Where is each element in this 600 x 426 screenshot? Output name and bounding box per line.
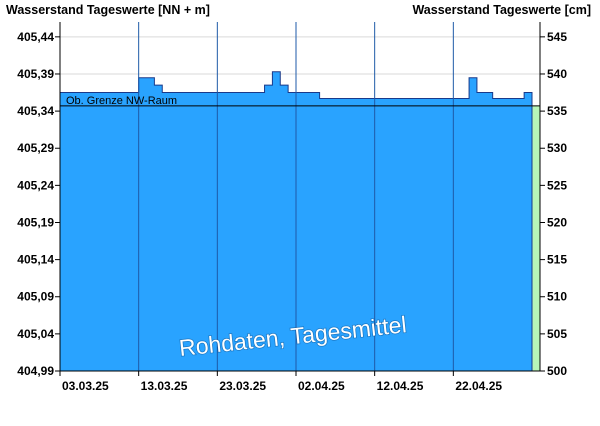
left-tick-label-2: 405,34 bbox=[17, 104, 54, 118]
right-tick-label-0: 545 bbox=[547, 30, 567, 44]
left-tick-label-8: 405,04 bbox=[17, 327, 54, 341]
right-tick-label-2: 535 bbox=[547, 104, 567, 118]
left-tick-label-5: 405,19 bbox=[17, 215, 54, 229]
left-tick-label-6: 405,14 bbox=[17, 253, 54, 267]
right-tick-label-6: 515 bbox=[547, 253, 567, 267]
x-tick-label-1: 13.03.25 bbox=[141, 379, 188, 393]
right-tick-label-5: 520 bbox=[547, 215, 567, 229]
right-tick-label-9: 500 bbox=[547, 364, 567, 378]
x-tick-label-2: 23.03.25 bbox=[219, 379, 266, 393]
left-tick-label-1: 405,39 bbox=[17, 67, 54, 81]
vertical-gridlines bbox=[138, 22, 454, 371]
left-tick-label-9: 404,99 bbox=[17, 364, 54, 378]
left-tick-label-3: 405,29 bbox=[17, 141, 54, 155]
y-right-title: Wasserstand Tageswerte [cm] bbox=[412, 3, 591, 17]
threshold-label: Ob. Grenze NW-Raum bbox=[66, 95, 177, 107]
right-tick-label-3: 530 bbox=[547, 141, 567, 155]
x-tick-label-5: 22.04.25 bbox=[455, 379, 502, 393]
left-tick-label-0: 405,44 bbox=[17, 30, 54, 44]
y-left-title: Wasserstand Tageswerte [NN + m] bbox=[6, 3, 210, 17]
left-axis: 405,44 405,39 405,34 405,29 405,24 405,19 405,… bbox=[17, 22, 61, 378]
right-tick-label-4: 525 bbox=[547, 178, 567, 192]
x-tick-label-3: 02.04.25 bbox=[298, 379, 345, 393]
right-tick-label-1: 540 bbox=[547, 67, 567, 81]
right-tick-label-8: 505 bbox=[547, 327, 567, 341]
left-tick-label-7: 405,09 bbox=[17, 290, 54, 304]
right-tick-label-7: 510 bbox=[547, 290, 567, 304]
x-tick-label-0: 03.03.25 bbox=[62, 379, 109, 393]
x-tick-label-4: 12.04.25 bbox=[377, 379, 424, 393]
left-tick-label-4: 405,24 bbox=[17, 178, 54, 192]
right-axis: 545 540 535 530 525 520 515 510 505 500 bbox=[539, 22, 567, 378]
forecast-band bbox=[532, 105, 540, 371]
x-axis: 03.03.25 13.03.25 23.03.25 02.04.25 12.04.25… bbox=[59, 370, 540, 393]
